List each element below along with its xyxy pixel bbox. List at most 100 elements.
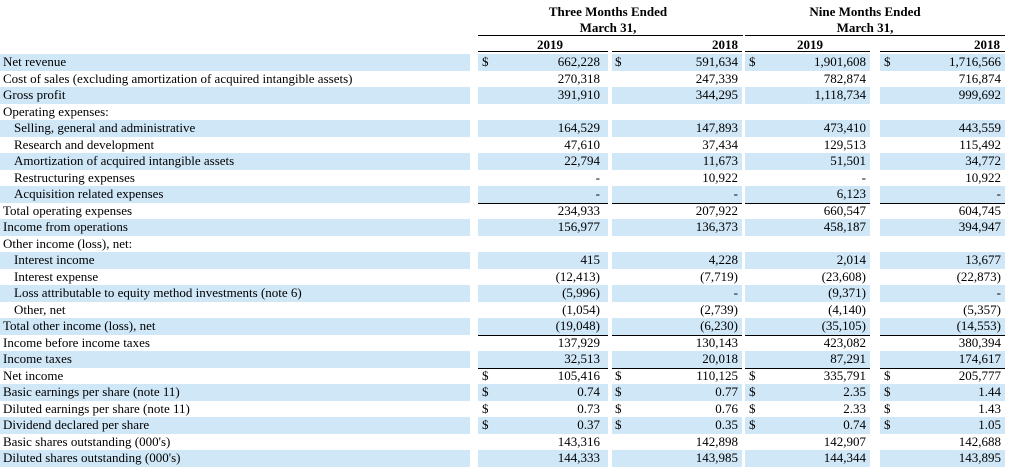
table-cell: 0.37 [577,417,600,432]
row-label: Other income (loss), net: [3,235,133,251]
table-row: Restructuring expenses - 10,922 - 10,922 [0,170,1009,187]
table-cell: - [861,169,866,185]
table-cell: 591,634 [695,54,738,69]
row-label-background [0,219,470,236]
row-label: Basic shares outstanding (000's) [3,433,171,449]
table-cell: 0.76 [715,400,738,416]
table-cell: 344,295 [695,87,738,102]
table-cell: 13,677 [965,252,1001,267]
header-three-months-title: Three Months Ended [548,4,668,19]
table-cell: 1,901,608 [814,54,866,69]
currency-symbol: $ [482,54,489,69]
row-label: Gross profit [3,87,66,102]
year-col-1: 2019 [537,37,563,52]
table-row: Income before income taxes 137,929 130,143… [0,335,1009,352]
currency-symbol: $ [749,417,756,432]
cell-background [612,186,742,204]
currency-symbol: $ [615,384,622,399]
row-label-background [0,450,470,467]
table-row: Interest income 415 4,228 2,014 13,677 [0,252,1009,269]
currency-symbol: $ [482,417,489,432]
cell-background [612,450,742,467]
table-row: Selling, general and administrative 164,5… [0,120,1009,137]
table-cell: 144,344 [823,450,866,465]
currency-symbol: $ [749,384,756,399]
currency-symbol: $ [482,367,489,383]
row-label: Selling, general and administrative [14,120,196,135]
table-cell: 51,501 [830,153,866,168]
cell-background [745,87,870,104]
cell-background [880,285,1005,302]
row-label-background [0,351,470,368]
table-cell: 147,893 [695,120,738,135]
row-label-background [0,186,470,203]
year-rule-4 [880,51,1005,52]
table-cell: 2,014 [836,252,866,267]
table-cell: 20,018 [702,351,738,366]
cell-background [612,236,742,253]
table-row: Cost of sales (excluding amortization of… [0,71,1009,88]
table-cell: (22,873) [956,268,1001,284]
cell-background [478,351,608,369]
header-nine-months: Nine Months Ended March 31, [760,4,970,36]
row-label: Operating expenses: [3,103,109,119]
table-cell: - [595,169,600,185]
cell-background [745,351,870,369]
cell-background [880,417,1005,434]
table-cell: 662,228 [557,54,600,69]
cell-background [880,219,1005,236]
row-label: Amortization of acquired intangible asse… [14,153,235,168]
table-cell: 142,898 [695,433,738,449]
cell-background [880,318,1005,336]
cell-background [612,351,742,369]
currency-symbol: $ [615,54,622,69]
table-cell: 335,791 [823,367,866,383]
row-label: Loss attributable to equity method inves… [14,285,302,300]
table-row: Loss attributable to equity method inves… [0,285,1009,302]
currency-symbol: $ [884,54,891,69]
cell-background [478,186,608,204]
cell-background [478,236,608,253]
cell-background [880,450,1005,467]
table-row: Income taxes 32,513 20,018 87,291 174,617 [0,351,1009,369]
cell-background [478,318,608,336]
row-label-background [0,384,470,401]
table-cell: 0.74 [843,417,866,432]
cell-background [478,153,608,170]
row-label-background [0,368,470,385]
year-col-2: 2018 [712,37,738,52]
table-cell: - [595,186,600,201]
table-cell: 110,125 [696,367,738,383]
table-cell: 207,922 [695,202,738,218]
table-cell: 144,333 [557,450,600,465]
cell-background [880,87,1005,104]
table-cell: (2,739) [700,301,738,317]
table-cell: 458,187 [823,219,866,234]
currency-symbol: $ [884,417,891,432]
cell-background [612,54,742,71]
cell-background [478,417,608,434]
table-cell: (5,996) [562,285,600,300]
row-label: Other, net [14,301,66,317]
currency-symbol: $ [482,384,489,399]
table-row: Basic shares outstanding (000's) 143,316 1… [0,434,1009,451]
table-row: Acquisition related expenses - - 6,123 - [0,186,1009,204]
table-cell: 129,513 [823,136,866,152]
table-cell: 87,291 [830,351,866,366]
table-row: Total operating expenses 234,933 207,922 66… [0,203,1009,220]
cell-background [612,318,742,336]
row-label: Net revenue [3,54,67,69]
table-cell: 137,929 [557,334,600,350]
cell-background [612,120,742,137]
cell-background [478,87,608,104]
cell-background [880,104,1005,121]
cell-background [745,120,870,137]
table-cell: 2.33 [843,400,866,416]
header-nine-months-date: March 31, [836,20,894,35]
cell-background [612,285,742,302]
cell-background [478,120,608,137]
cell-background [478,219,608,236]
row-label: Research and development [14,136,155,152]
currency-symbol: $ [749,400,756,416]
cell-background [612,219,742,236]
